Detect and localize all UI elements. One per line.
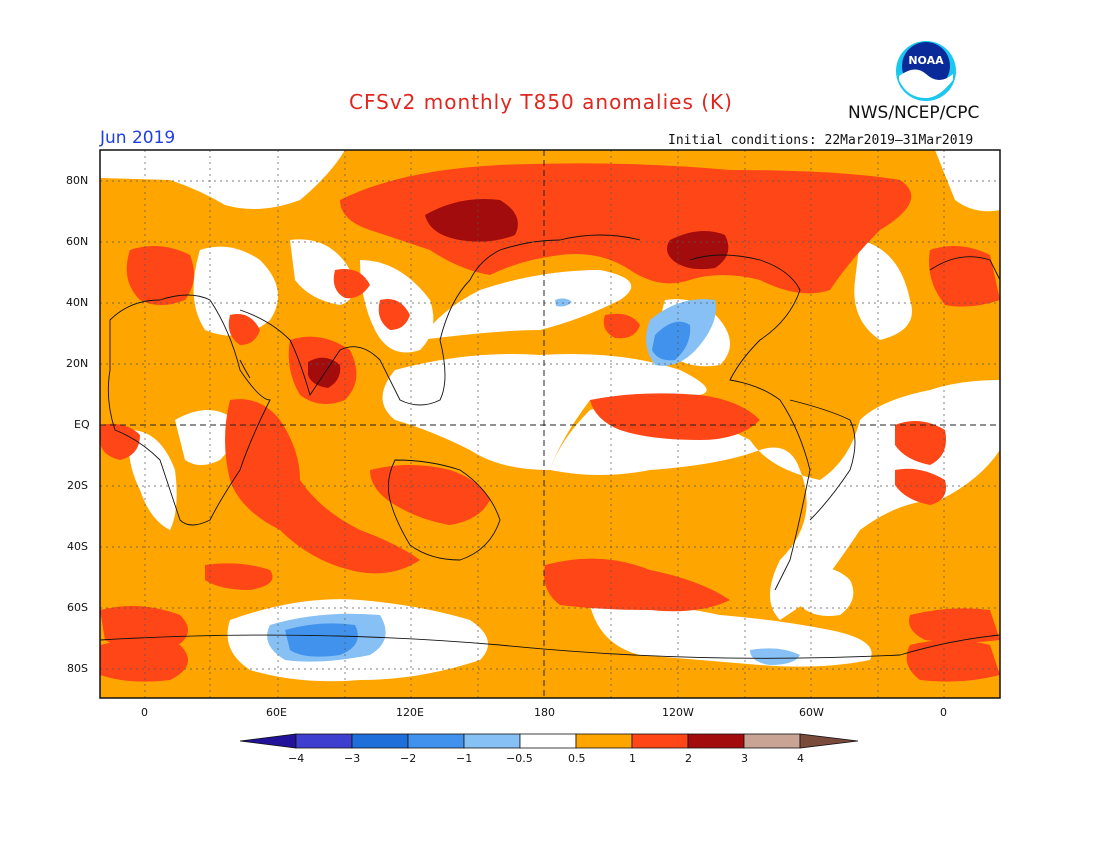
lat-label-80n: 80N <box>66 174 89 187</box>
lat-label-80s: 80S <box>67 662 88 675</box>
colorbar-swatch--1 <box>463 733 521 749</box>
lat-label-60n: 60N <box>66 235 89 248</box>
logo-text: NOAA <box>908 54 944 67</box>
colorbar-label-05: 0.5 <box>568 752 586 765</box>
lon-label-60e: 60E <box>266 706 287 719</box>
map-title: CFSv2 monthly T850 anomalies (K) <box>349 90 733 114</box>
colorbar-label-m1: −1 <box>456 752 473 765</box>
cool-regions-moderate <box>285 321 691 657</box>
colorbar-swatch--4 <box>295 733 353 749</box>
lat-label-40s: 40S <box>67 540 88 553</box>
colorbar-label-m05: −0.5 <box>506 752 533 765</box>
colorbar-label-m3: −3 <box>344 752 361 765</box>
warm-regions-strong <box>100 163 1000 682</box>
equator-dateline <box>100 150 1000 698</box>
colorbar-label-1: 1 <box>629 752 636 765</box>
colorbar-swatch-3 <box>743 733 801 749</box>
lat-label-60s: 60S <box>67 601 88 614</box>
colorbar-swatch-2 <box>687 733 745 749</box>
warm-regions-strongest <box>308 199 729 388</box>
lon-label-120e: 120E <box>396 706 424 719</box>
org-label: NWS/NCEP/CPC <box>848 103 980 123</box>
lon-label-0: 0 <box>141 706 148 719</box>
colorbar-label-m4: −4 <box>288 752 305 765</box>
lon-label-60w: 60W <box>799 706 824 719</box>
map-frame <box>99 149 1001 699</box>
colorbar-swatch-neutral <box>519 733 577 749</box>
lon-label-0-right: 0 <box>940 706 947 719</box>
lon-label-120w: 120W <box>662 706 694 719</box>
colorbar-swatch-lt-4 <box>239 733 297 749</box>
colorbar-label-m2: −2 <box>400 752 417 765</box>
colorbar-swatch-05 <box>575 733 633 749</box>
colorbar-swatch-1 <box>631 733 689 749</box>
colorbar-swatch-gt-4 <box>799 733 859 749</box>
colorbar <box>239 733 859 749</box>
colorbar-swatch--3 <box>351 733 409 749</box>
colorbar-label-4: 4 <box>797 752 804 765</box>
lon-label-180: 180 <box>534 706 555 719</box>
lat-label-eq: EQ <box>74 418 90 431</box>
colorbar-label-2: 2 <box>685 752 692 765</box>
initial-conditions: Initial conditions: 22Mar2019–31Mar2019 <box>668 133 974 148</box>
lat-label-40n: 40N <box>66 296 89 309</box>
grid-lines <box>100 150 1000 698</box>
colorbar-label-3: 3 <box>741 752 748 765</box>
noaa-logo-icon: NOAA <box>896 41 956 101</box>
month-label: Jun 2019 <box>100 128 176 148</box>
lat-label-20n: 20N <box>66 357 89 370</box>
colorbar-swatch--2 <box>407 733 465 749</box>
lat-label-20s: 20S <box>67 479 88 492</box>
coastlines <box>99 234 1001 659</box>
